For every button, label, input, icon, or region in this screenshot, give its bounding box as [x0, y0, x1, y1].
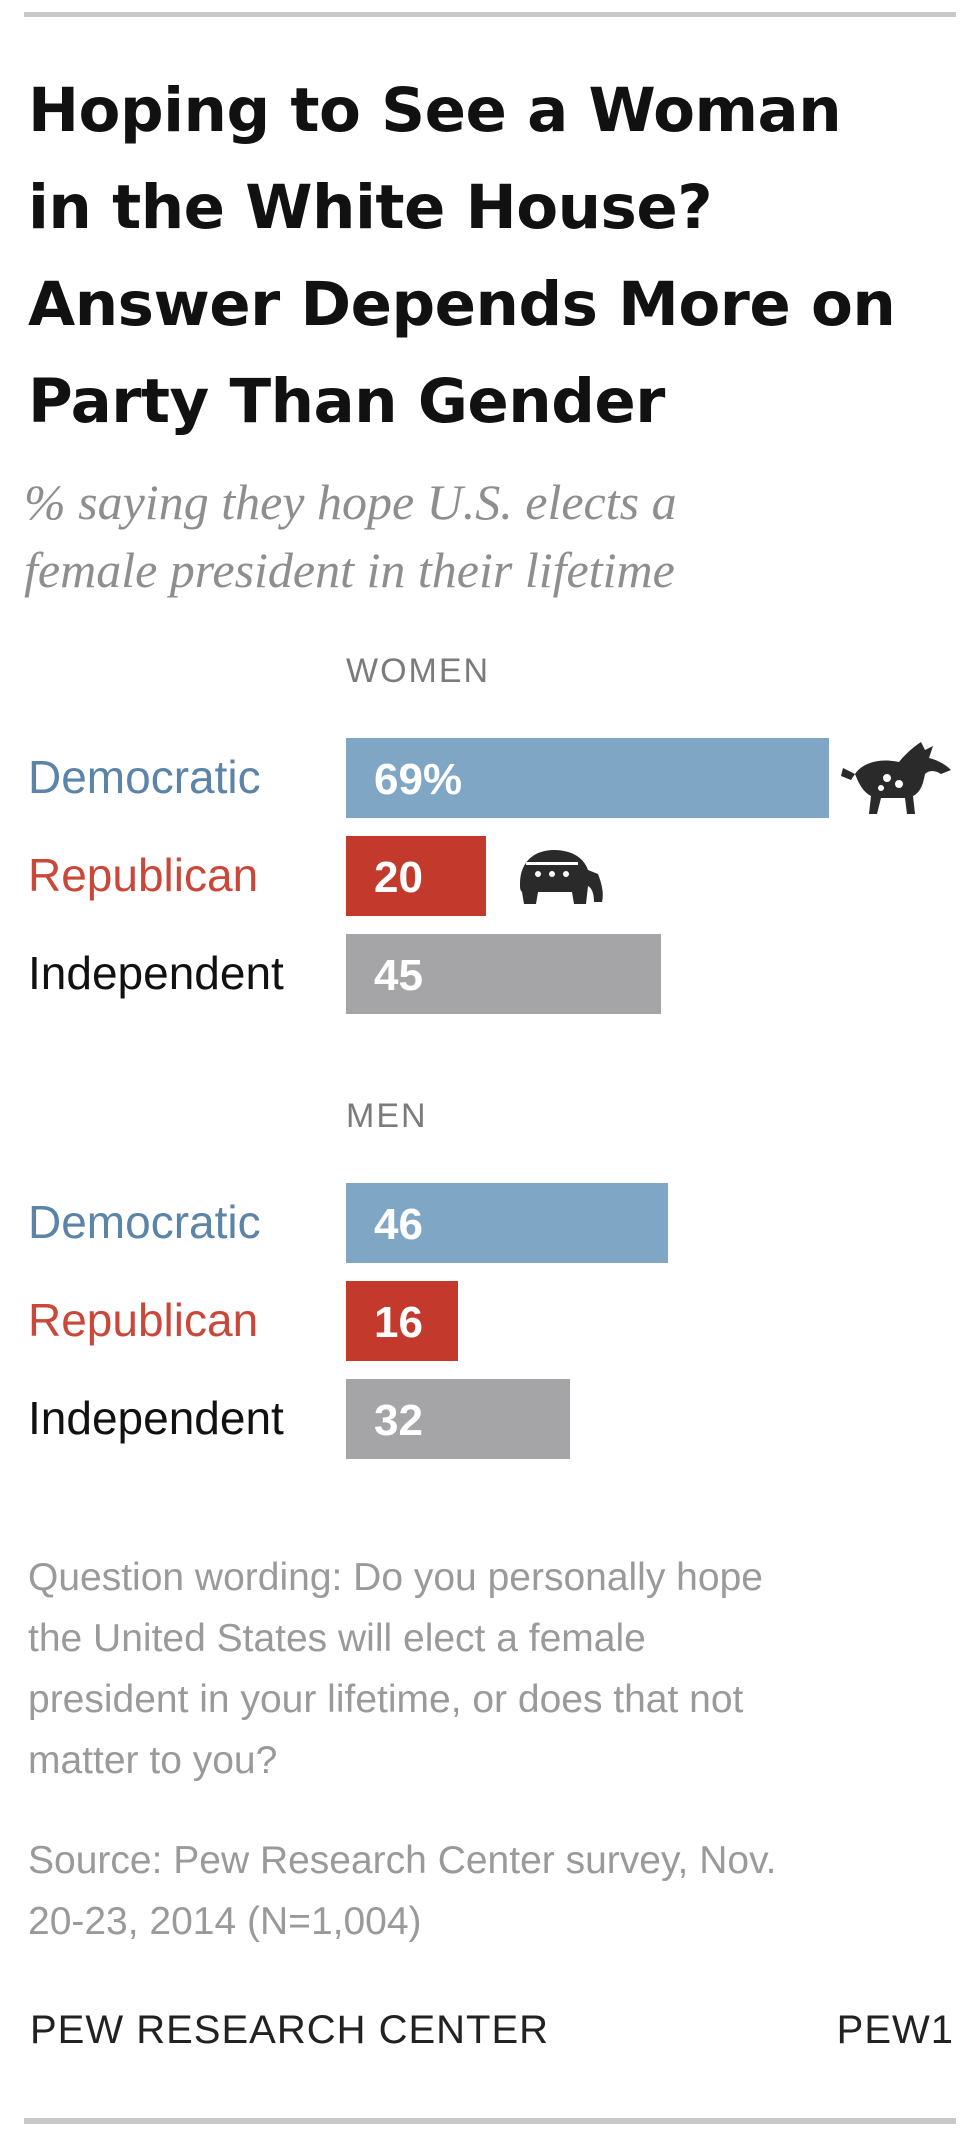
- footer-organization: PEW RESEARCH CENTER: [30, 2008, 550, 2052]
- democratic-donkey-icon: [841, 742, 951, 814]
- bar-women-democratic: [346, 738, 829, 818]
- group-label-men: MEN: [346, 1097, 428, 1135]
- source-note: Source: Pew Research Center survey, Nov.…: [28, 1830, 948, 1952]
- category-label: Democratic: [28, 751, 261, 803]
- bar-women-republican: [346, 836, 486, 916]
- data-label: 20: [374, 853, 423, 902]
- title-line: Party Than Gender: [28, 366, 665, 437]
- category-label: Democratic: [28, 1196, 261, 1248]
- bar-women-independent: [346, 934, 661, 1014]
- note-line: Question wording: Do you personally hope: [28, 1556, 763, 1599]
- subtitle-line: % saying they hope U.S. elects a: [24, 474, 677, 530]
- data-label: 46: [374, 1200, 423, 1249]
- title-line: Answer Depends More on: [28, 269, 896, 340]
- chart-subtitle: % saying they hope U.S. elects a female …: [24, 468, 944, 604]
- note-line: president in your lifetime, or does that…: [28, 1678, 744, 1721]
- source-line: Source: Pew Research Center survey, Nov.: [28, 1839, 777, 1882]
- title-line: Hoping to See a Woman: [28, 75, 842, 146]
- bar-chart: WOMEN Democratic 69% Republican 20 Independen…: [28, 652, 951, 1459]
- footer-chart-code: PEW1: [836, 2008, 954, 2052]
- chart-title: Hoping to See a Woman in the White House…: [28, 62, 948, 450]
- bar-men-independent: [346, 1379, 570, 1459]
- category-label: Independent: [28, 1392, 284, 1444]
- title-line: in the White House?: [28, 172, 713, 243]
- bar-men-democratic: [346, 1183, 668, 1263]
- bar-men-republican: [346, 1281, 458, 1361]
- data-label: 69%: [374, 755, 462, 804]
- note-line: the United States will elect a female: [28, 1617, 646, 1660]
- note-line: matter to you?: [28, 1739, 278, 1782]
- category-label: Independent: [28, 947, 284, 999]
- category-label: Republican: [28, 1294, 258, 1346]
- data-label: 45: [374, 951, 423, 1000]
- data-label: 16: [374, 1298, 423, 1347]
- category-label: Republican: [28, 849, 258, 901]
- group-label-women: WOMEN: [346, 652, 490, 690]
- top-rule: [24, 12, 956, 17]
- data-label: 32: [374, 1396, 423, 1445]
- subtitle-line: female president in their lifetime: [24, 542, 675, 598]
- question-wording-note: Question wording: Do you personally hope…: [28, 1547, 948, 1791]
- republican-elephant-icon: [520, 850, 603, 904]
- source-line: 20-23, 2014 (N=1,004): [28, 1900, 422, 1943]
- bottom-rule: [24, 2118, 956, 2124]
